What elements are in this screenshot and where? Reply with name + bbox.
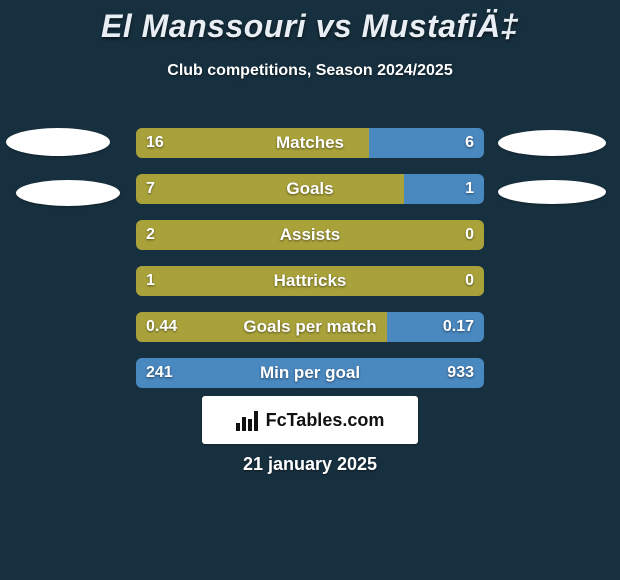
stat-row: Assists20 xyxy=(0,212,620,258)
stat-row: Hattricks10 xyxy=(0,258,620,304)
bar-right xyxy=(404,174,484,204)
bar-left xyxy=(136,266,484,296)
bar-track xyxy=(136,128,484,158)
date-label: 21 january 2025 xyxy=(0,454,620,475)
bar-left xyxy=(136,174,404,204)
page-title: El Manssouri vs MustafiÄ‡ xyxy=(0,8,620,45)
bar-track xyxy=(136,358,484,388)
source-badge-text: FcTables.com xyxy=(266,410,385,431)
decorative-oval xyxy=(16,180,120,206)
bar-right xyxy=(387,312,484,342)
decorative-oval xyxy=(498,130,606,156)
page-subtitle: Club competitions, Season 2024/2025 xyxy=(0,62,620,80)
bar-track xyxy=(136,312,484,342)
bar-right xyxy=(369,128,484,158)
bar-right xyxy=(136,358,484,388)
decorative-oval xyxy=(498,180,606,204)
comparison-infographic: El Manssouri vs MustafiÄ‡ Club competiti… xyxy=(0,0,620,580)
decorative-oval xyxy=(6,128,110,156)
stat-row: Min per goal241933 xyxy=(0,350,620,396)
stats-rows: Matches166Goals71Assists20Hattricks10Goa… xyxy=(0,120,620,396)
bar-track xyxy=(136,174,484,204)
bar-track xyxy=(136,220,484,250)
bar-chart-icon xyxy=(236,409,260,431)
source-badge: FcTables.com xyxy=(202,396,418,444)
bar-left xyxy=(136,220,484,250)
bar-track xyxy=(136,266,484,296)
stat-row: Goals per match0.440.17 xyxy=(0,304,620,350)
bar-left xyxy=(136,312,387,342)
bar-left xyxy=(136,128,369,158)
